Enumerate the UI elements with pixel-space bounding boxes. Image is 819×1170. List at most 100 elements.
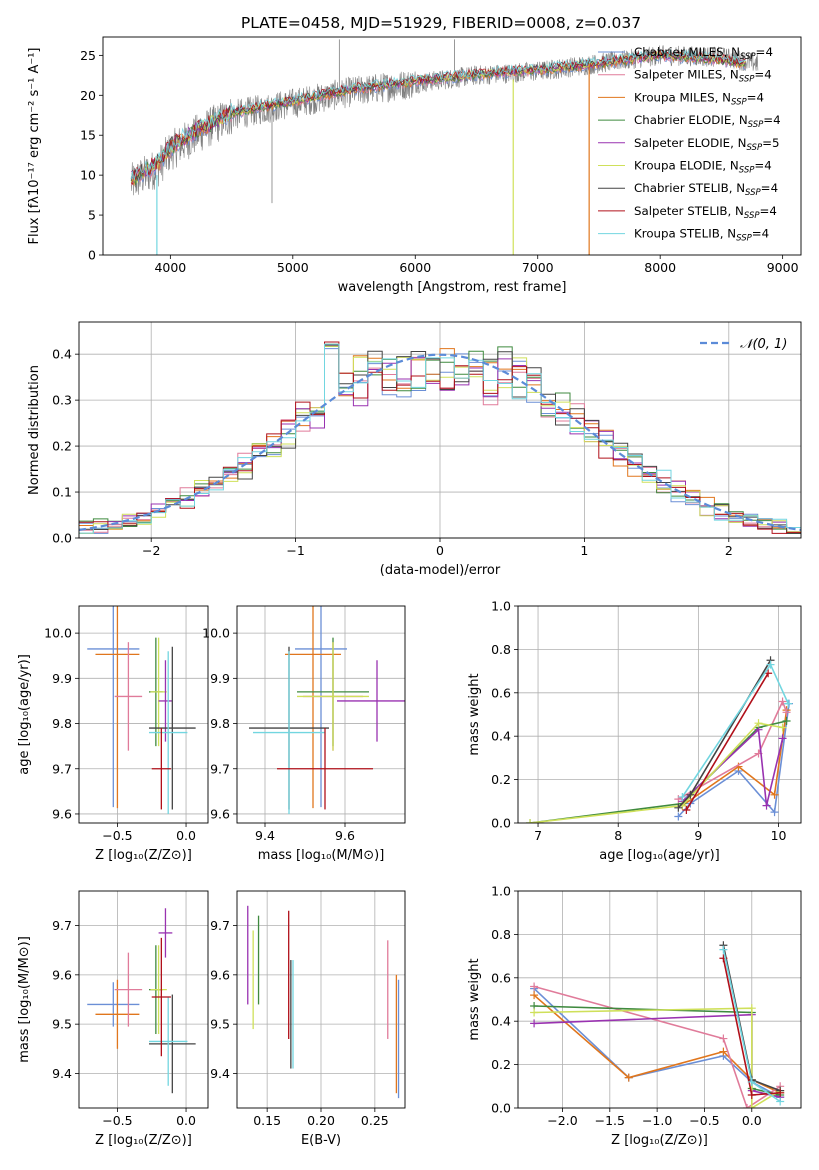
panel-mass-vs-Z: −0.5 0.0 9.4 9.5 9.6 9.7 Z [log₁₀(Z/Z⊙)] mass [… bbox=[17, 890, 209, 1148]
y-axis-label: mass weight bbox=[467, 958, 482, 1040]
legend-name: Kroupa MILES bbox=[634, 90, 715, 104]
y-tick-label: 9.6 bbox=[210, 806, 230, 821]
legend-nssp-label: , N bbox=[731, 113, 747, 127]
errorbar-point bbox=[148, 646, 196, 810]
y-tick-label: 10.0 bbox=[44, 626, 72, 641]
y-tick-label: 9.7 bbox=[52, 761, 72, 776]
x-tick-label: 9.4 bbox=[255, 828, 275, 843]
errorbar-point bbox=[87, 606, 140, 808]
errorbar-point bbox=[253, 651, 325, 814]
x-axis-label: mass [log₁₀(M/M⊙)] bbox=[258, 848, 385, 863]
y-tick-label: 15 bbox=[80, 128, 96, 143]
gridlines bbox=[518, 890, 801, 1109]
weight-line bbox=[529, 722, 783, 823]
axes-frame bbox=[78, 321, 802, 539]
legend-nssp-value: = bbox=[761, 181, 771, 195]
weight-marker bbox=[624, 1073, 633, 1082]
y-tick-label: 0.6 bbox=[491, 685, 511, 700]
weight-line bbox=[685, 672, 769, 811]
axes-frame bbox=[78, 890, 209, 1109]
gridlines bbox=[518, 605, 801, 824]
gridlines bbox=[79, 891, 208, 1108]
y-tick-label: 9.9 bbox=[52, 671, 72, 686]
x-tick-label: 2 bbox=[725, 543, 733, 558]
x-tick-label: 0.0 bbox=[176, 828, 196, 843]
model-spectrum bbox=[130, 48, 746, 180]
weight-marker bbox=[747, 1077, 756, 1086]
x-tick-label: 9 bbox=[694, 828, 702, 843]
x-tick-label: −0.5 bbox=[102, 828, 132, 843]
legend-nssp-sub: SSP bbox=[740, 52, 756, 62]
y-tick-label: 0.0 bbox=[52, 531, 72, 546]
weight-series bbox=[530, 982, 785, 1108]
axes-frame bbox=[236, 605, 406, 824]
panel-mass-vs-ebv: 0.15 0.20 0.25 9.4 9.5 9.6 9.7 E(B-V) bbox=[210, 890, 406, 1148]
legend-entry: 𝒩(0, 1) bbox=[740, 337, 787, 352]
weight-series bbox=[682, 669, 773, 814]
plot-area bbox=[87, 606, 196, 814]
legend-entry: Chabrier ELODIE, NSSP=4 bbox=[634, 113, 781, 130]
legend-nssp-sub: SSP bbox=[744, 211, 760, 221]
weight-marker bbox=[674, 795, 683, 804]
legend-nssp-label: , N bbox=[730, 136, 746, 150]
y-axis-label: mass [log₁₀(M/M⊙)] bbox=[17, 936, 32, 1063]
residual-histogram bbox=[79, 341, 801, 534]
y-tick-label: 0.2 bbox=[52, 439, 72, 454]
y-tick-label: 9.8 bbox=[210, 716, 230, 731]
legend: 𝒩(0, 1) bbox=[700, 337, 787, 352]
y-tick-label: 0.8 bbox=[491, 642, 511, 657]
errorbar-point bbox=[150, 637, 167, 747]
errorbar-point bbox=[158, 660, 173, 742]
legend-entry: Salpeter MILES, NSSP=4 bbox=[634, 68, 772, 85]
weight-marker bbox=[766, 660, 775, 669]
y-tick-label: 0.2 bbox=[491, 1057, 511, 1072]
weight-marker bbox=[747, 1004, 756, 1013]
x-axis-label: age [log₁₀(age/yr)] bbox=[599, 848, 720, 863]
legend-nssp-value: = bbox=[752, 227, 762, 241]
plot-area bbox=[247, 905, 400, 1099]
weight-marker bbox=[747, 1104, 756, 1108]
weight-marker bbox=[526, 819, 535, 823]
gridlines bbox=[79, 606, 208, 823]
errorbar-point bbox=[285, 606, 341, 809]
y-axis-label: age [log₁₀(age/yr)] bbox=[17, 654, 32, 775]
y-tick-label: 0.2 bbox=[491, 772, 511, 787]
legend-entry: Kroupa STELIB, NSSP=4 bbox=[634, 227, 769, 244]
weight-marker bbox=[686, 790, 695, 799]
weight-marker bbox=[719, 1047, 728, 1056]
weight-marker bbox=[719, 945, 728, 954]
y-tick-label: 10 bbox=[80, 168, 96, 183]
legend-name: Salpeter MILES bbox=[634, 68, 722, 82]
legend-name: Salpeter ELODIE bbox=[634, 136, 730, 150]
legend-entry: Chabrier STELIB, NSSP=4 bbox=[634, 181, 778, 198]
legend-nssp-value: = bbox=[754, 68, 764, 82]
weight-line bbox=[533, 985, 781, 1108]
normal-curve bbox=[79, 353, 801, 531]
x-axis-label: wavelength [Angstrom, rest frame] bbox=[338, 280, 567, 295]
plot-area bbox=[130, 39, 759, 255]
weight-marker bbox=[530, 1008, 539, 1017]
legend-entry: Chabrier MILES, NSSP=4 bbox=[634, 45, 773, 62]
y-tick-label: 0.4 bbox=[52, 347, 72, 362]
errorbar-point bbox=[114, 642, 143, 751]
legend-nssp-label: , N bbox=[729, 181, 745, 195]
legend-name: Kroupa ELODIE bbox=[634, 159, 722, 173]
errorbar-point bbox=[297, 642, 369, 751]
weight-series bbox=[674, 697, 791, 804]
panel-weight-vs-Z: −2.0 −1.5 −1.0 −0.5 0.0 0.0 0.2 0.4 0.6 0.8 1.0 Z [… bbox=[467, 884, 802, 1148]
y-tick-label: 1.0 bbox=[491, 884, 511, 899]
y-tick-label: 0.8 bbox=[491, 927, 511, 942]
x-tick-label: 0.15 bbox=[253, 1113, 281, 1128]
legend-entry: Kroupa ELODIE, NSSP=4 bbox=[634, 159, 772, 176]
weight-marker bbox=[776, 1088, 785, 1097]
legend-nssp-value: = bbox=[747, 90, 757, 104]
x-tick-label: 9.6 bbox=[335, 828, 355, 843]
weight-marker bbox=[743, 1104, 752, 1108]
weight-marker bbox=[674, 803, 683, 812]
x-tick-label: 0.0 bbox=[742, 1113, 762, 1128]
x-tick-label: −0.5 bbox=[102, 1113, 132, 1128]
x-tick-label: −1.5 bbox=[595, 1113, 625, 1128]
y-tick-label: 0.4 bbox=[491, 729, 511, 744]
y-tick-label: 9.4 bbox=[210, 1066, 230, 1081]
